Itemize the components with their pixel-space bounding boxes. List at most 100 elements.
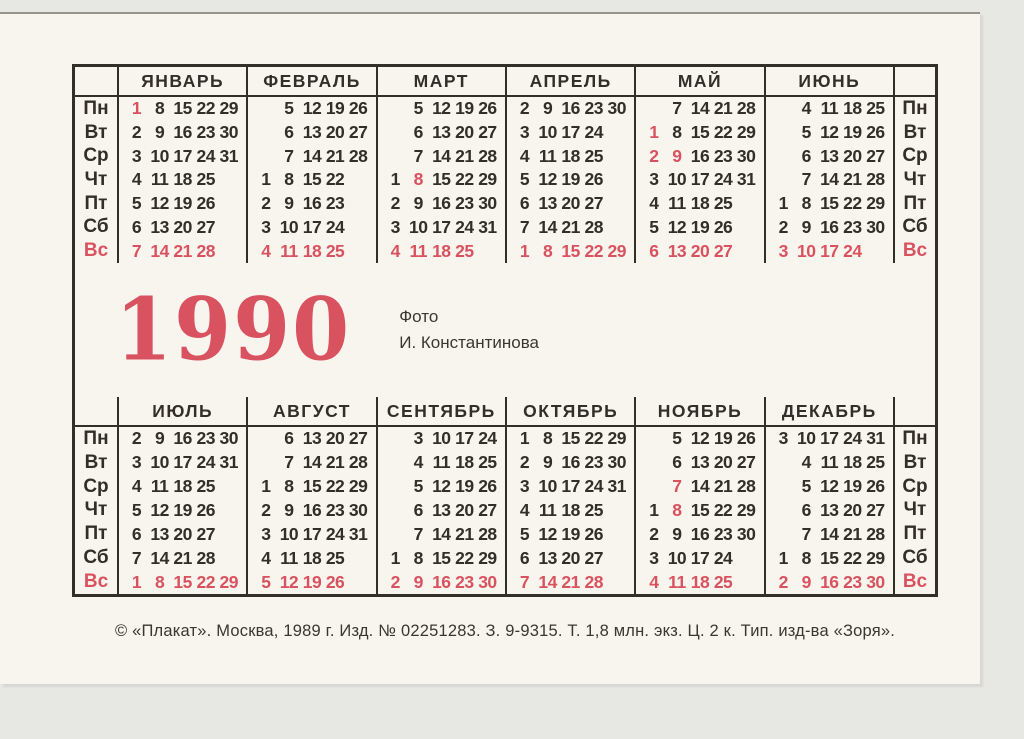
day-cell: 1 8 15 22 29 [375,546,505,571]
date-number: 21 [455,523,474,544]
photo-credit-line2: И. Константинова [399,333,540,352]
date-number: 23 [584,98,603,119]
date-number: 19 [173,193,192,214]
date-number: 15 [173,98,192,119]
date-number: 27 [736,452,756,473]
date-number: 16 [561,452,580,473]
date-number: 15 [302,476,322,497]
date-number: 28 [348,145,368,166]
day-cell: 5 12 19 26 [634,427,763,451]
date-number: 19 [173,499,192,520]
date-number: 16 [690,523,710,544]
day-cell: 5 12 19 26 [246,570,375,594]
weekday-label-right: Чт [892,168,935,192]
day-cell: 7 14 21 28 [246,144,375,169]
calendar-frame: ЯНВАРЬ ФЕВРАЛЬ МАРТ АПРЕЛЬ МАЙ ИЮНЬ Пн 1 8 15 22 29… [72,64,938,597]
date-number: 14 [150,240,169,261]
weekday-label-right: Вс [892,239,935,263]
date-number: 27 [196,216,215,237]
date-number: 19 [561,523,580,544]
date-number: 22 [455,547,474,568]
date-number: 13 [432,122,451,143]
date-number: 30 [219,428,239,449]
day-cell: 4 11 18 25 [117,474,246,499]
day-cell: 3 10 17 24 [375,427,505,451]
date-number: 31 [607,476,627,497]
day-cell: 6 13 20 27 [504,546,634,571]
footer-imprint: © «Плакат». Москва, 1989 г. Изд. № 02251… [114,622,896,640]
weekday-label-left: Вс [83,240,109,262]
date-number: 4 [649,571,659,592]
date-number: 5 [131,193,142,214]
date-number: 5 [801,122,812,143]
date-number: 17 [690,547,710,568]
date-number: 8 [154,98,165,119]
photo-credit: Фото И. Константинова [399,304,539,357]
date-number: 14 [538,216,557,237]
date-number: 12 [432,476,451,497]
date-number: 15 [820,547,839,568]
day-cell: 4 11 18 25 [504,498,634,523]
date-number: 17 [432,216,451,237]
date-number: 23 [843,571,862,592]
date-number: 27 [478,499,497,520]
date-number: 8 [672,499,682,520]
date-number: 2 [649,145,659,166]
date-number: 26 [713,216,733,237]
date-number: 17 [302,523,322,544]
date-number: 1 [519,428,530,449]
day-cell: 6 13 20 27 [763,498,893,523]
date-number: 19 [690,216,710,237]
date-number: 4 [649,193,659,214]
date-number: 15 [561,428,580,449]
date-number: 24 [584,122,603,143]
day-cell: 2 9 16 23 30 [763,215,893,240]
date-number: 20 [455,499,474,520]
date-number: 7 [672,98,682,119]
date-number: 9 [672,523,682,544]
date-number: 6 [649,240,659,261]
date-number: 5 [519,523,530,544]
corner-cell [892,397,935,427]
date-number: 17 [690,169,710,190]
date-number: 2 [519,98,530,119]
day-cell: 5 12 19 26 [763,474,893,499]
date-number: 14 [302,452,322,473]
date-number: 30 [736,523,756,544]
date-number: 11 [150,476,169,497]
date-number: 20 [690,240,710,261]
date-number: 18 [302,240,322,261]
date-number: 9 [284,499,294,520]
date-number: 20 [455,122,474,143]
date-number: 25 [584,499,603,520]
month-header: ЯНВАРЬ [117,67,247,97]
date-number: 10 [667,169,687,190]
date-number: 20 [173,216,192,237]
date-number: 27 [584,547,603,568]
date-number: 2 [778,216,789,237]
date-number: 5 [284,98,294,119]
date-number: 21 [843,523,862,544]
date-number: 16 [820,216,839,237]
date-number: 26 [866,122,885,143]
date-number: 8 [801,193,812,214]
date-number: 28 [584,216,603,237]
date-number: 18 [561,499,580,520]
date-number: 29 [736,122,756,143]
date-number: 18 [455,452,474,473]
date-number: 11 [820,452,839,473]
date-number: 22 [196,98,215,119]
date-number: 6 [284,428,294,449]
date-number: 29 [478,169,497,190]
date-number: 17 [455,428,474,449]
date-number: 8 [413,169,424,190]
date-number: 18 [302,547,322,568]
day-cell: 2 9 16 23 30 [763,570,893,594]
date-number: 19 [561,169,580,190]
date-number: 14 [820,523,839,544]
date-number: 16 [302,193,322,214]
weekday-label-left: Чт [84,168,108,190]
date-number: 10 [667,547,687,568]
date-number: 23 [584,452,603,473]
date-number: 28 [478,523,497,544]
